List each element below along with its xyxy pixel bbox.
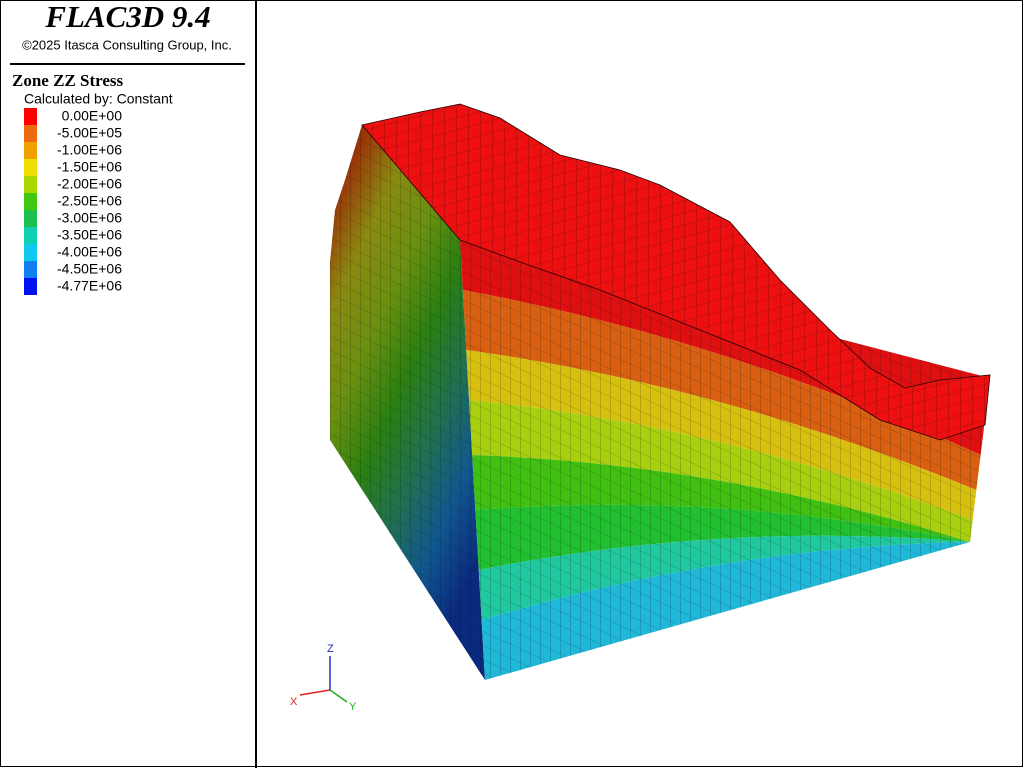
- copyright: ©2025 Itasca Consulting Group, Inc.: [22, 37, 232, 52]
- legend-subtitle: Calculated by: Constant: [24, 91, 173, 107]
- axis-triad: Z X Y: [290, 643, 357, 713]
- legend-label: -2.50E+06: [57, 193, 122, 209]
- legend-label: -5.00E+05: [57, 125, 122, 141]
- legend-label: -4.77E+06: [57, 278, 122, 294]
- legend-label: -4.50E+06: [57, 261, 122, 277]
- legend-label: -1.00E+06: [57, 142, 122, 158]
- legend-swatch: [24, 159, 37, 176]
- legend-swatch: [24, 227, 37, 244]
- front-mesh: [460, 240, 990, 680]
- legend-swatch: [24, 261, 37, 278]
- legend-swatch: [24, 142, 37, 159]
- legend-swatch: [24, 210, 37, 227]
- legend-swatch: [24, 244, 37, 261]
- legend-swatch: [24, 176, 37, 193]
- legend-title: Zone ZZ Stress: [12, 71, 124, 90]
- legend-label: -2.00E+06: [57, 176, 122, 192]
- legend-swatch: [24, 278, 37, 295]
- model-left-mesh: [330, 125, 485, 680]
- legend-label: 0.00E+00: [62, 108, 123, 124]
- y-label: Y: [349, 701, 357, 713]
- x-axis: [299, 689, 331, 696]
- x-label: X: [290, 696, 298, 708]
- app-title: FLAC3D 9.4: [44, 0, 210, 34]
- model-plot: [330, 103, 991, 680]
- z-label: Z: [327, 643, 334, 655]
- legend: 0.00E+00-5.00E+05-1.00E+06-1.50E+06-2.00…: [24, 108, 122, 295]
- legend-label: -3.00E+06: [57, 210, 122, 226]
- legend-swatch: [24, 125, 37, 142]
- legend-label: -3.50E+06: [57, 227, 122, 243]
- model-front-face: [460, 240, 990, 680]
- legend-swatch: [24, 108, 37, 125]
- legend-label: -4.00E+06: [57, 244, 122, 260]
- legend-label: -1.50E+06: [57, 159, 122, 175]
- legend-swatch: [24, 193, 37, 210]
- y-axis: [329, 689, 348, 703]
- model-top-mesh: [362, 104, 990, 440]
